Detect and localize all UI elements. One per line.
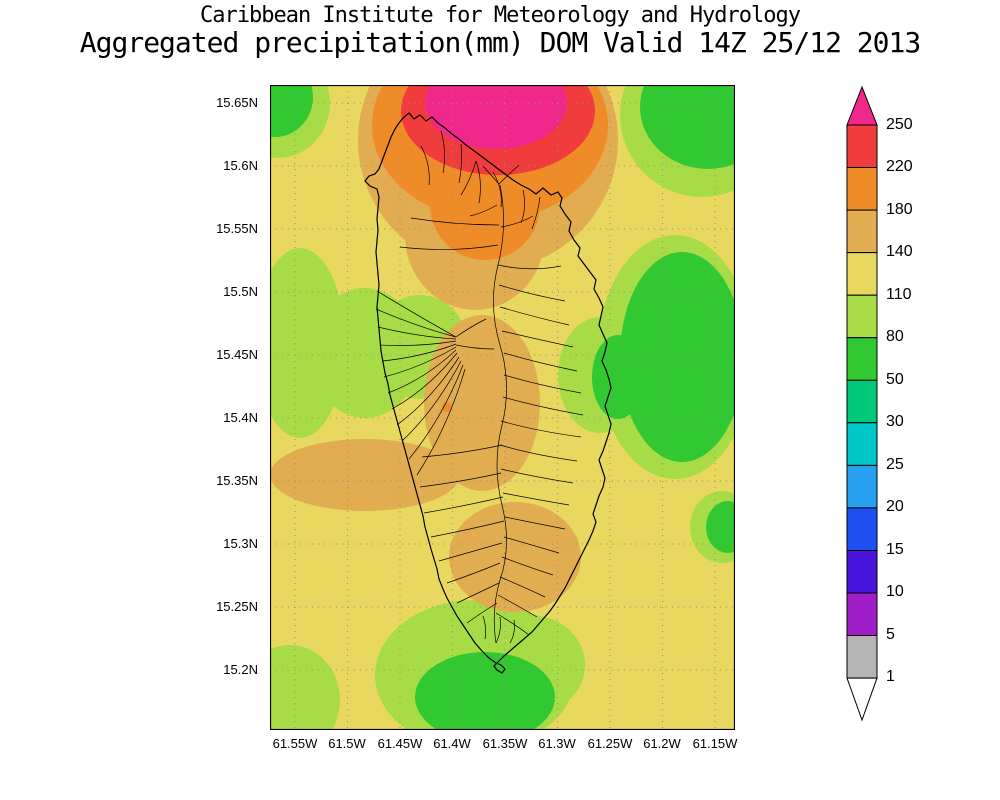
lat-tick: 15.4N <box>223 410 258 425</box>
colorbar-segment <box>846 209 878 254</box>
colorbar-segment <box>846 550 878 594</box>
lon-tick: 61.55W <box>272 736 318 751</box>
lon-tick: 61.2W <box>643 736 681 751</box>
lon-tick: 61.25W <box>587 736 633 751</box>
lat-tick: 15.55N <box>216 221 258 236</box>
colorbar-tick: 25 <box>886 456 904 473</box>
dominica-island <box>364 112 612 674</box>
colorbar-segment <box>846 337 878 381</box>
dominica-coastline <box>364 112 612 674</box>
lat-tick: 15.25N <box>216 599 258 614</box>
colorbar-tick: 140 <box>886 243 913 260</box>
colorbar-tick: 80 <box>886 328 904 345</box>
lat-tick: 15.2N <box>223 662 258 677</box>
colorbar-segment <box>846 592 878 636</box>
precip-shading <box>226 10 784 755</box>
precipitation-contour-map <box>226 10 784 755</box>
colorbar-segment <box>846 422 878 466</box>
lat-tick: 15.35N <box>216 473 258 488</box>
river-network <box>375 130 584 644</box>
colorbar-tick: 5 <box>886 626 895 643</box>
colorbar-segment <box>846 294 878 339</box>
lat-tick: 15.45N <box>216 347 258 362</box>
colorbar-segment <box>846 167 878 211</box>
colorbar-tick: 220 <box>886 158 913 175</box>
page-subtitle: Aggregated precipitation(mm) DOM Valid 1… <box>79 26 921 59</box>
colorbar-tick: 30 <box>886 413 904 430</box>
lon-tick: 61.4W <box>433 736 471 751</box>
colorbar-segment <box>846 252 878 296</box>
colorbar-tick: 20 <box>886 498 904 515</box>
lat-tick: 15.5N <box>223 284 258 299</box>
page-title: Caribbean Institute for Meteorology and … <box>199 3 801 28</box>
colorbar-segment <box>846 464 878 509</box>
lat-tick: 15.3N <box>223 536 258 551</box>
plot-border <box>269 84 736 731</box>
lon-tick: 61.15W <box>692 736 738 751</box>
colorbar-arrow-top <box>846 85 878 126</box>
colorbar-segment <box>846 507 878 551</box>
colorbar-tick: 110 <box>886 286 912 303</box>
colorbar-tick: 10 <box>886 583 904 600</box>
lon-tick: 61.3W <box>538 736 576 751</box>
lon-tick: 61.5W <box>328 736 366 751</box>
lat-tick: 15.6N <box>223 158 258 173</box>
colorbar-segment <box>846 635 878 679</box>
colorbar-segment <box>846 379 878 424</box>
colorbar <box>845 82 889 742</box>
lat-tick: 15.65N <box>216 95 258 110</box>
map-plot-area <box>226 10 784 755</box>
colorbar-scale <box>846 85 878 722</box>
colorbar-tick: 1 <box>886 668 895 685</box>
lon-tick: 61.45W <box>377 736 423 751</box>
colorbar-tick: 50 <box>886 371 904 388</box>
lon-tick: 61.35W <box>482 736 528 751</box>
colorbar-tick: 15 <box>886 541 904 558</box>
colorbar-tick: 250 <box>886 116 913 133</box>
colorbar-arrow-bottom <box>846 677 878 722</box>
colorbar-tick: 180 <box>886 201 913 218</box>
colorbar-segment <box>846 124 878 168</box>
